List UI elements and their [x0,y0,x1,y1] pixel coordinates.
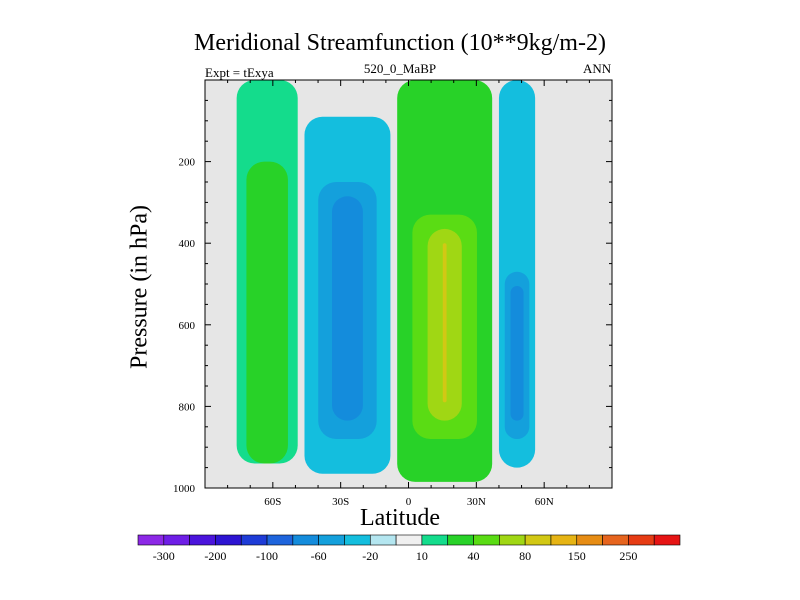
colorbar-label: 40 [468,549,480,563]
colorbar-label: -60 [311,549,327,563]
colorbar-label: 10 [416,549,428,563]
x-tick-label: 30N [467,496,486,508]
colorbar-swatch [524,534,552,546]
y-tick-label: 1000 [173,483,196,495]
colorbar-swatch [369,534,397,546]
x-axis-label: Latitude [360,505,440,531]
x-tick-label: 30S [332,496,349,508]
colorbar-label: -20 [362,549,378,563]
chart-title: Meridional Streamfunction (10**9kg/m-2) [194,30,606,56]
equatorial-positive-cell-level-150 [442,243,447,403]
colorbar-swatch [628,534,655,546]
colorbar-swatch [240,534,268,546]
colorbar-swatch [447,534,474,546]
southern-positive-cell-level-40 [246,161,288,464]
southern-negative-cell-level-neg40 [331,196,363,421]
colorbar-swatch [473,534,500,546]
y-tick-label: 200 [179,157,196,169]
colorbar-swatch [395,534,423,546]
x-tick-label: 60S [264,496,281,508]
colorbar-swatch [189,534,216,546]
colorbar-swatch [163,534,190,546]
colorbar-label: 250 [619,549,637,563]
colorbar-swatch [137,534,165,546]
colorbar-swatch [318,534,345,546]
x-tick-label: 60N [535,496,554,508]
colorbar-swatch [653,534,681,546]
colorbar-label: 150 [568,549,586,563]
colorbar-label: 80 [519,549,531,563]
colorbar-label: -200 [204,549,226,563]
y-tick-label: 400 [179,238,196,250]
x-tick-label: 0 [406,496,412,508]
case-label: 520_0_MaBP [363,61,437,76]
season-label: ANN [583,61,612,76]
colorbar-swatch [215,534,242,546]
colorbar-swatch [550,534,578,546]
y-tick-label: 600 [179,320,196,332]
colorbar-label: -100 [256,549,278,563]
colorbar-swatch [576,534,603,546]
colorbar-swatch [499,534,526,546]
colorbar-swatch [266,534,294,546]
colorbar-label: -300 [153,549,175,563]
colorbar-swatch [602,534,629,546]
y-tick-label: 800 [179,401,196,413]
colorbar-swatch [292,534,319,546]
northern-negative-cell-level-neg40 [510,286,524,421]
experiment-label: Expt = tExya [205,65,274,80]
colorbar-swatch [421,534,449,546]
colorbar-swatch [344,534,371,546]
